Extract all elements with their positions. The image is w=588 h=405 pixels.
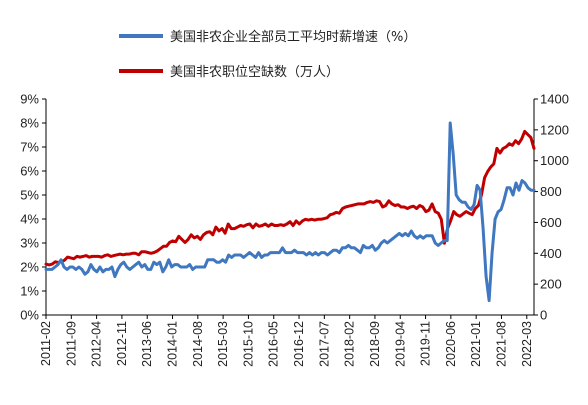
x-axis-tick-label: 2014-08 [191, 321, 205, 367]
x-axis-tick-label: 2015-03 [216, 321, 230, 367]
right-axis-tick-label: 200 [540, 277, 562, 292]
left-axis-tick-label: 8% [20, 116, 39, 131]
plot-area: 0% 1% 2% 3% 4% 5% 6% 7% 8% 9% 0 200 400 600 800 1000 120… [20, 92, 569, 367]
right-axis-tick-label: 600 [540, 215, 562, 230]
left-axis-tick-label: 2% [20, 260, 39, 275]
x-axis-tick-label: 2016-12 [292, 321, 306, 367]
legend-label-openings: 美国非农职位空缺数（万人） [170, 65, 339, 80]
x-axis-tick-label: 2014-01 [166, 321, 180, 367]
right-axis-tick-label: 800 [540, 184, 562, 199]
right-axis-tick-label: 0 [540, 308, 547, 323]
right-axis-tick-label: 400 [540, 246, 562, 261]
legend: 美国非农企业全部员工平均时薪增速（%） 美国非农职位空缺数（万人） [119, 29, 416, 80]
left-axis-tick-label: 1% [20, 284, 39, 299]
x-axis-tick-label: 2021-08 [494, 321, 508, 367]
x-axis-tick-label: 2021-01 [469, 321, 483, 367]
x-axis-tick-label: 2011-09 [64, 321, 78, 366]
x-axis-tick-label: 2018-02 [343, 321, 357, 367]
x-axis-tick-label: 2012-11 [115, 321, 129, 366]
legend-label-wage: 美国非农企业全部员工平均时薪增速（%） [170, 29, 416, 45]
left-axis-tick-label: 7% [20, 140, 39, 155]
left-axis-tick-label: 4% [20, 212, 39, 227]
x-axis-tick-label: 2012-04 [90, 321, 104, 367]
x-axis-tick-label: 2019-04 [393, 321, 407, 367]
x-axis-tick-label: 2013-06 [140, 321, 154, 367]
left-axis-tick-label: 6% [20, 164, 39, 179]
series-line-wage-growth [44, 121, 536, 303]
right-axis-tick-label: 1200 [540, 122, 569, 137]
x-axis-tick-label: 2018-09 [368, 321, 382, 367]
x-axis-tick-label: 2011-02 [39, 321, 53, 366]
left-axis-tick-label: 9% [20, 92, 39, 107]
right-axis-tick-label: 1000 [540, 153, 569, 168]
x-axis-tick-label: 2016-05 [267, 321, 281, 367]
left-axis-tick-label: 3% [20, 236, 39, 251]
x-axis-tick-label: 2015-10 [241, 321, 255, 367]
left-axis-tick-label: 5% [20, 188, 39, 203]
left-axis-tick-label: 0% [20, 308, 39, 323]
x-axis-tick-label: 2020-06 [444, 321, 458, 367]
x-axis-tick-label: 2022-03 [520, 321, 534, 367]
x-axis-tick-label: 2019-11 [419, 321, 433, 366]
x-axis-tick-label: 2017-07 [317, 321, 331, 367]
series-line-job-openings [44, 129, 536, 267]
right-axis-tick-label: 1400 [540, 92, 569, 107]
